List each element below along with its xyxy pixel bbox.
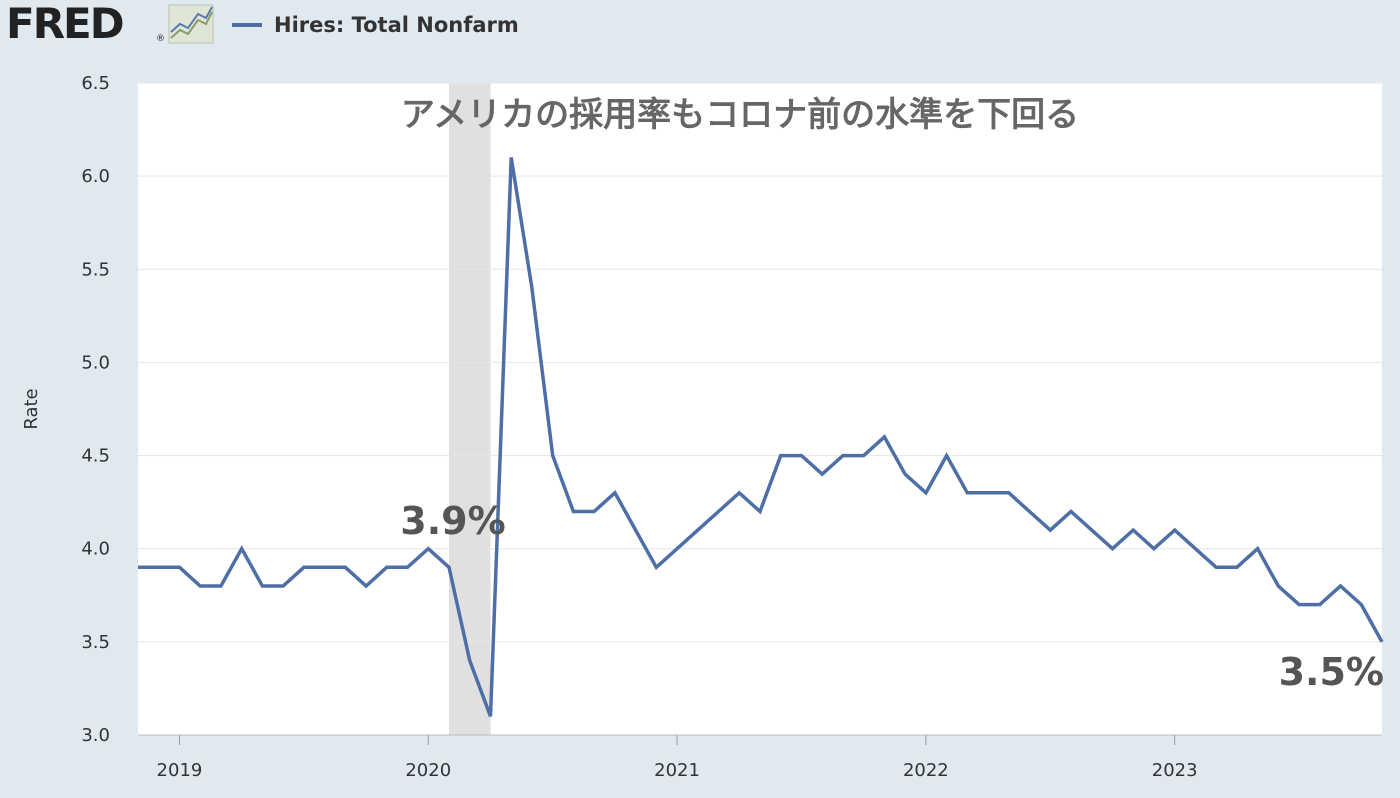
recession-band <box>449 83 491 735</box>
legend-swatch <box>232 23 262 27</box>
annotation-headline: アメリカの採用率もコロナ前の水準を下回る <box>401 95 1079 135</box>
y-tick-label: 5.0 <box>81 352 110 373</box>
legend[interactable]: Hires: Total Nonfarm <box>232 10 519 40</box>
legend-label: Hires: Total Nonfarm <box>274 13 519 37</box>
annotations: アメリカの採用率もコロナ前の水準を下回る 3.9% 3.5% <box>400 95 1384 694</box>
y-tick-label: 6.5 <box>81 73 110 94</box>
x-tick-label: 2023 <box>1152 760 1198 781</box>
x-axis-ticks: 2019 2020 2021 2022 2023 <box>138 734 1382 781</box>
header: FRED ® Hires: Total Nonfarm <box>0 0 1400 60</box>
annotation-value-latest: 3.5% <box>1279 650 1384 694</box>
x-tick-label: 2019 <box>157 760 203 781</box>
fred-logo[interactable]: FRED <box>6 0 125 48</box>
line-chart-icon <box>168 4 214 44</box>
y-tick-label: 6.0 <box>81 166 110 187</box>
y-tick-label: 4.0 <box>81 539 110 560</box>
y-tick-label: 5.5 <box>81 259 110 280</box>
y-axis-ticks: 3.0 3.5 4.0 4.5 5.0 5.5 6.0 6.5 <box>81 73 110 746</box>
y-tick-label: 4.5 <box>81 446 110 467</box>
x-tick-label: 2022 <box>903 760 949 781</box>
registered-mark: ® <box>156 34 165 44</box>
x-tick-label: 2021 <box>654 760 700 781</box>
series-line <box>138 157 1384 718</box>
y-axis-label: Rate <box>21 388 42 429</box>
plot-area <box>138 83 1382 735</box>
recession-shading-layer <box>449 83 491 735</box>
x-tick-label: 2020 <box>405 760 451 781</box>
series-layer <box>138 157 1384 718</box>
annotation-value-2020: 3.9% <box>400 499 505 543</box>
y-tick-label: 3.5 <box>81 632 110 653</box>
y-tick-label: 3.0 <box>81 725 110 746</box>
